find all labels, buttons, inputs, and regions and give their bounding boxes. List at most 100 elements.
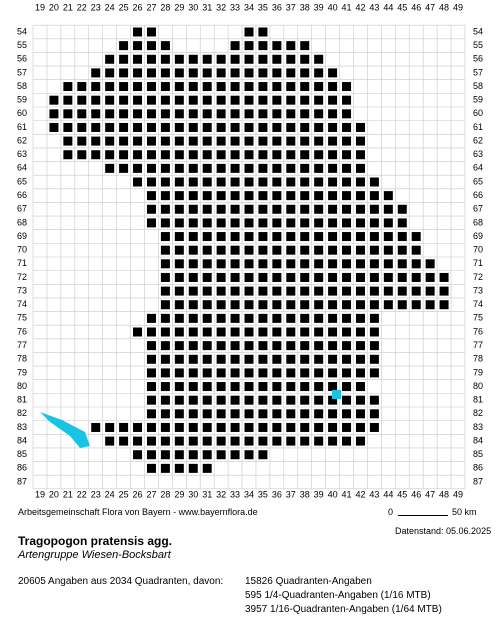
quadrant-square bbox=[272, 177, 282, 187]
quadrant-square bbox=[230, 95, 240, 105]
x-label: 21 bbox=[63, 489, 73, 499]
quadrant-square bbox=[230, 341, 240, 351]
quadrant-square bbox=[244, 82, 254, 92]
quadrant-square bbox=[300, 122, 310, 132]
quadrant-square bbox=[174, 109, 184, 119]
x-label: 22 bbox=[77, 2, 87, 12]
y-label: 76 bbox=[473, 326, 483, 336]
quadrant-square bbox=[342, 122, 352, 132]
y-label: 71 bbox=[473, 258, 483, 268]
quadrant-square bbox=[342, 422, 352, 432]
quadrant-square bbox=[188, 245, 198, 255]
quadrant-square bbox=[160, 150, 170, 160]
quadrant-square bbox=[216, 68, 226, 78]
quadrant-square bbox=[230, 136, 240, 146]
quadrant-square bbox=[314, 313, 324, 323]
quadrant-square bbox=[77, 122, 87, 132]
quadrant-square bbox=[286, 191, 296, 201]
quadrant-square bbox=[133, 27, 143, 37]
quadrant-square bbox=[369, 286, 379, 296]
quadrant-square bbox=[244, 191, 254, 201]
quadrant-square bbox=[300, 354, 310, 364]
quadrant-square bbox=[63, 95, 73, 105]
quadrant-square bbox=[91, 109, 101, 119]
quadrant-square bbox=[105, 436, 115, 446]
y-label: 66 bbox=[17, 190, 27, 200]
quadrant-square bbox=[160, 163, 170, 173]
quadrant-square bbox=[146, 409, 156, 419]
quadrant-square bbox=[397, 204, 407, 214]
quadrant-square bbox=[216, 259, 226, 269]
quadrant-square bbox=[174, 436, 184, 446]
quadrant-square bbox=[216, 245, 226, 255]
quadrant-square bbox=[244, 272, 254, 282]
quadrant-square bbox=[230, 382, 240, 392]
quadrant-square bbox=[202, 122, 212, 132]
quadrant-square bbox=[188, 450, 198, 460]
quadrant-square bbox=[216, 54, 226, 64]
quadrant-square bbox=[202, 95, 212, 105]
quadrant-square bbox=[216, 382, 226, 392]
quadrant-square bbox=[230, 450, 240, 460]
quadrant-square bbox=[105, 109, 115, 119]
quadrant-square bbox=[91, 122, 101, 132]
quadrant-square bbox=[160, 177, 170, 187]
quadrant-square bbox=[77, 82, 87, 92]
quadrant-square bbox=[202, 341, 212, 351]
quadrant-square bbox=[300, 245, 310, 255]
quadrant-square bbox=[174, 382, 184, 392]
quadrant-square bbox=[188, 300, 198, 310]
quadrant-square bbox=[244, 395, 254, 405]
quadrant-square bbox=[383, 286, 393, 296]
quadrant-square bbox=[160, 354, 170, 364]
quadrant-square bbox=[174, 422, 184, 432]
quadrant-square bbox=[119, 150, 129, 160]
quadrant-square bbox=[369, 300, 379, 310]
quadrant-square bbox=[328, 218, 338, 228]
quadrant-square bbox=[342, 136, 352, 146]
x-label: 47 bbox=[425, 489, 435, 499]
quadrant-square bbox=[300, 204, 310, 214]
x-label: 32 bbox=[216, 489, 226, 499]
quadrant-square bbox=[244, 136, 254, 146]
quadrant-square bbox=[369, 395, 379, 405]
x-label: 27 bbox=[146, 2, 156, 12]
quadrant-square bbox=[258, 313, 268, 323]
quadrant-square bbox=[314, 368, 324, 378]
x-label: 48 bbox=[439, 489, 449, 499]
quadrant-square bbox=[355, 300, 365, 310]
quadrant-square bbox=[202, 109, 212, 119]
quadrant-square bbox=[355, 259, 365, 269]
quadrant-square bbox=[342, 395, 352, 405]
quadrant-square bbox=[202, 54, 212, 64]
quadrant-square bbox=[146, 218, 156, 228]
quadrant-square bbox=[174, 300, 184, 310]
quadrant-square bbox=[286, 122, 296, 132]
quadrant-square bbox=[286, 218, 296, 228]
quadrant-square bbox=[188, 259, 198, 269]
quadrant-square bbox=[160, 272, 170, 282]
x-label: 36 bbox=[272, 2, 282, 12]
x-label: 46 bbox=[411, 489, 421, 499]
y-label: 82 bbox=[473, 408, 483, 418]
y-label: 57 bbox=[17, 67, 27, 77]
y-label: 83 bbox=[473, 422, 483, 432]
quadrant-square bbox=[258, 327, 268, 337]
quadrant-square bbox=[258, 204, 268, 214]
quadrant-square bbox=[188, 395, 198, 405]
quadrant-square bbox=[272, 163, 282, 173]
quadrant-square bbox=[314, 327, 324, 337]
quadrant-square bbox=[119, 95, 129, 105]
quadrant-square bbox=[355, 395, 365, 405]
quadrant-square bbox=[286, 409, 296, 419]
quadrant-square bbox=[146, 177, 156, 187]
quadrant-square bbox=[244, 109, 254, 119]
quadrant-square bbox=[160, 436, 170, 446]
quadrant-square bbox=[355, 218, 365, 228]
quadrant-square bbox=[216, 95, 226, 105]
quadrant-square bbox=[244, 204, 254, 214]
y-label: 79 bbox=[473, 367, 483, 377]
quadrant-square bbox=[286, 436, 296, 446]
y-label: 73 bbox=[473, 285, 483, 295]
quadrant-square bbox=[342, 382, 352, 392]
